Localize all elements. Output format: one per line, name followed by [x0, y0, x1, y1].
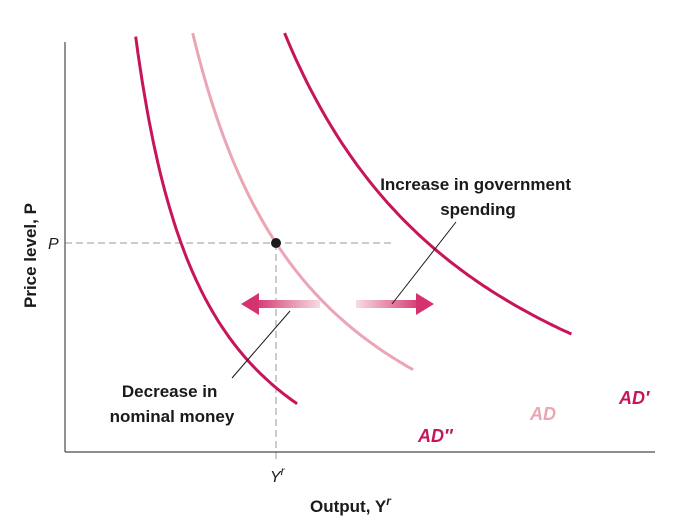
price-tick-label: P — [48, 236, 59, 253]
x-axis-title-main: Output, Y — [310, 497, 387, 516]
decrease-leader-line — [231, 310, 291, 379]
ad-double-prime-label: AD″ — [417, 426, 454, 446]
x-axis-title: Output, Yr — [310, 494, 392, 516]
right-shift-arrow — [356, 293, 434, 315]
increase-line-2: spending — [440, 200, 516, 219]
output-tick-main: Y — [270, 469, 282, 486]
output-tick-sup: r — [281, 464, 286, 478]
ad-curve — [191, 32, 414, 371]
left-shift-arrow — [241, 293, 320, 315]
decrease-line-1: Decrease in — [122, 382, 217, 401]
decrease-line-2: nominal money — [110, 407, 235, 426]
ad-prime-label: AD′ — [618, 388, 650, 408]
x-axis-title-sup: r — [386, 494, 392, 508]
equilibrium-point — [271, 238, 281, 248]
increase-leader-line — [391, 221, 457, 305]
output-tick-label: Yr — [270, 464, 286, 486]
y-axis-title: Price level, P — [21, 203, 40, 308]
increase-annotation: Increase in government spending — [380, 175, 576, 219]
ad-prime-curve — [283, 32, 573, 336]
increase-line-1: Increase in government — [380, 175, 571, 194]
decrease-annotation: Decrease in nominal money — [110, 382, 235, 426]
ad-double-prime-curve — [134, 36, 298, 406]
ad-label: AD — [529, 404, 556, 424]
